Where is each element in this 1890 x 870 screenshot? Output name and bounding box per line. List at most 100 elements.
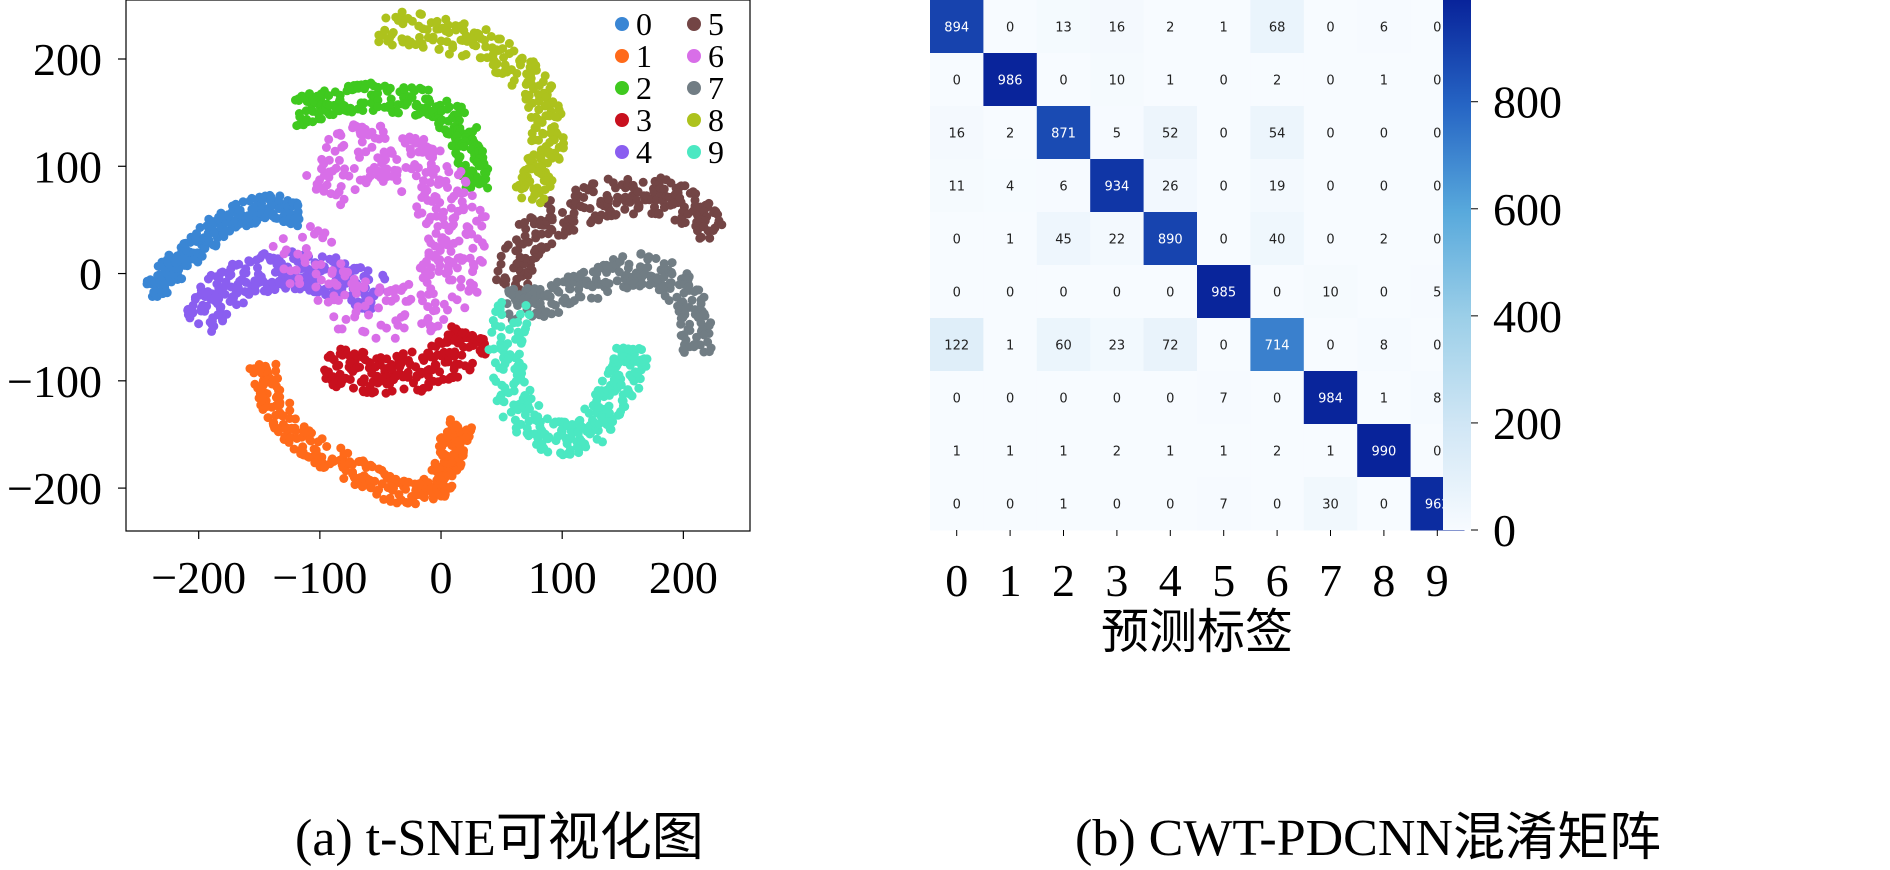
scatter-point: [433, 179, 443, 189]
scatter-point: [504, 39, 514, 48]
scatter-point: [614, 370, 624, 380]
scatter-point: [477, 221, 487, 231]
scatter-point: [358, 326, 368, 336]
scatter-point: [311, 269, 321, 279]
scatter-point: [389, 483, 398, 493]
heatmap-cell: [983, 0, 1038, 54]
heatmap-cell: [1250, 212, 1305, 266]
scatter-point: [450, 347, 460, 357]
cell-value-label: 0: [1113, 286, 1121, 301]
scatter-point: [343, 448, 353, 458]
cell-value-label: 7: [1220, 498, 1228, 513]
cell-value-label: 0: [1433, 21, 1441, 36]
scatter-point: [453, 170, 463, 180]
scatter-point: [329, 278, 339, 288]
scatter-point: [263, 413, 273, 423]
cell-value-label: 0: [1166, 498, 1174, 513]
scatter-point: [512, 69, 522, 78]
heatmap-cell: [1197, 159, 1251, 213]
heatmap-cell: [1250, 53, 1305, 107]
cell-value-label: 1: [1166, 445, 1174, 460]
heatmap-cell: [983, 265, 1038, 319]
scatter-point: [547, 309, 557, 319]
scatter-point: [293, 249, 303, 259]
scatter-point: [609, 354, 619, 364]
cell-value-label: 2: [1273, 445, 1281, 460]
heatmap-cell: [1197, 371, 1251, 425]
scatter-point: [421, 219, 431, 229]
cell-value-label: 4: [1006, 180, 1014, 195]
scatter-point: [554, 154, 564, 164]
scatter-point: [515, 252, 525, 262]
cell-value-label: 0: [1433, 74, 1441, 89]
heatmap-cell: [1143, 159, 1198, 213]
scatter-point: [675, 193, 685, 203]
scatter-point: [357, 482, 367, 492]
scatter-point: [517, 193, 527, 203]
cell-value-label: 0: [1059, 392, 1067, 407]
scatter-point: [241, 277, 251, 287]
scatter-point: [425, 321, 435, 331]
cell-value-label: 5: [1113, 127, 1121, 142]
scatter-point: [575, 280, 585, 290]
scatter-point: [667, 269, 677, 279]
cell-value-label: 22: [1109, 233, 1126, 248]
series-2-points: [291, 78, 493, 193]
heatmap-cell: [1036, 159, 1091, 213]
scatter-point: [444, 28, 454, 38]
cell-value-label: 30: [1322, 498, 1339, 513]
heatmap-cell: [1197, 0, 1251, 54]
scatter-point: [324, 155, 334, 165]
scatter-point: [339, 140, 349, 150]
series-8-points: [374, 7, 568, 208]
heatmap-cell: [1036, 318, 1091, 372]
scatter-point: [431, 204, 441, 214]
scatter-point: [444, 226, 454, 235]
plot-frame: [125, 0, 751, 532]
scatter-point: [443, 330, 453, 340]
scatter-point: [306, 436, 316, 446]
scatter-point: [336, 182, 346, 191]
scatter-point: [467, 229, 477, 239]
scatter-point: [415, 83, 425, 93]
heatmap-cell: [1303, 0, 1358, 54]
cell-value-label: 714: [1265, 339, 1290, 354]
scatter-point: [534, 96, 544, 106]
scatter-point: [618, 396, 628, 406]
scatter-point: [390, 333, 400, 343]
cell-value-label: 0: [1380, 286, 1388, 301]
heatmap-cell: [1303, 53, 1358, 107]
scatter-point: [392, 155, 402, 164]
scatter-point: [532, 183, 542, 193]
cell-value-label: 6: [1059, 180, 1067, 195]
legend-marker: [615, 17, 629, 31]
heatmap-cell: [930, 371, 984, 425]
series-0-points: [142, 190, 304, 301]
confusion-matrix-panel: 894 0 13 16 2 1 68 0 6 0 0 986 0 10 1 0 2 0 1 0 16 2 871 5 52 0 54…: [810, 0, 1890, 860]
scatter-point: [407, 16, 417, 26]
cell-value-label: 40: [1269, 233, 1286, 248]
scatter-point: [426, 178, 435, 187]
scatter-point: [359, 377, 369, 387]
scatter-point: [636, 249, 646, 259]
series-5-points: [492, 173, 727, 299]
scatter-point: [542, 414, 552, 424]
caption-confusion-matrix: (b) CWT-PDCNN混淆矩阵: [1075, 810, 1661, 867]
scatter-point: [530, 135, 540, 145]
scatter-point: [188, 307, 198, 317]
scatter-point: [392, 175, 402, 185]
scatter-point: [467, 191, 477, 201]
scatter-point: [270, 285, 280, 295]
scatter-point: [335, 128, 345, 138]
legend-label: 8: [708, 102, 724, 138]
scatter-point: [241, 264, 251, 274]
scatter-point: [696, 232, 706, 242]
legend-label: 4: [636, 134, 652, 170]
scatter-point: [196, 282, 206, 292]
scatter-point: [516, 60, 525, 70]
scatter-point: [338, 267, 348, 277]
scatter-point: [324, 134, 334, 144]
scatter-point: [321, 143, 331, 152]
scatter-point: [418, 42, 428, 52]
scatter-point: [195, 223, 205, 232]
